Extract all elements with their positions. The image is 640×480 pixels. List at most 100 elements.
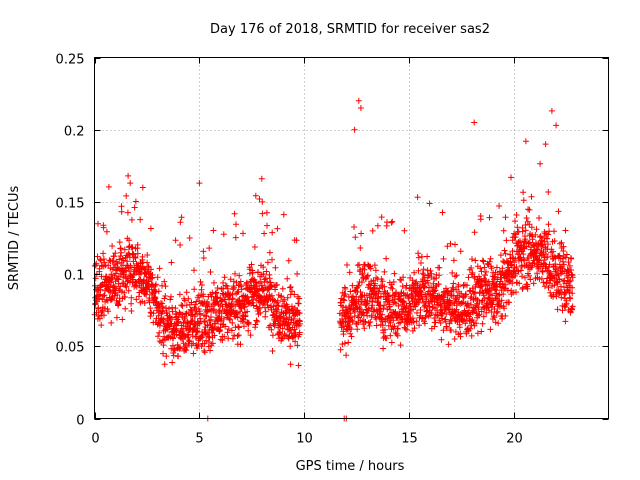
data-point [464,282,470,289]
data-point [127,180,134,187]
data-point [381,268,388,275]
data-point [192,301,199,308]
data-point [347,314,354,321]
data-point [517,237,523,244]
data-point [291,312,298,319]
data-point [114,275,121,282]
data-point [418,253,425,260]
data-point [287,361,294,368]
data-point [128,294,135,301]
data-point [262,313,269,320]
data-point [421,320,428,327]
data-point [237,341,244,348]
data-point [569,274,576,281]
data-point [236,272,243,279]
data-point [112,250,119,257]
data-point [240,316,247,323]
data-point [209,340,216,347]
data-point [383,255,390,262]
data-point [380,305,387,312]
data-point [536,215,542,221]
data-point [163,305,169,311]
data-point [205,301,212,307]
data-point [380,345,387,352]
data-point [497,252,504,259]
data-point [92,275,99,282]
y-tick-label: 0.05 [56,341,85,356]
data-point [469,256,475,263]
data-point [399,283,406,290]
data-point [424,253,431,260]
data-point [264,302,271,308]
data-point [168,293,174,300]
data-point [524,285,531,292]
data-point [431,298,438,305]
data-point [200,291,207,298]
axis-ticks [94,57,609,420]
data-point [528,193,535,200]
data-point [426,200,433,207]
data-point [389,218,396,225]
data-point [352,234,359,241]
data-point [263,268,270,275]
data-point [478,328,485,335]
data-point [95,313,102,319]
data-point [367,294,374,301]
data-point [221,333,228,340]
data-point [378,214,385,221]
data-point [372,280,379,287]
data-point [465,274,472,281]
data-point [356,305,363,311]
data-points [91,97,576,422]
data-point [567,295,574,302]
data-point [208,293,215,300]
data-point [200,248,207,255]
data-point [177,242,184,248]
data-point [474,330,481,337]
data-point [394,325,401,332]
data-point [130,272,137,279]
data-point [539,268,546,275]
data-point [522,222,529,228]
data-point [130,276,137,283]
data-point [117,283,124,290]
data-point [566,278,573,285]
data-point [141,300,148,306]
data-point [500,227,507,234]
data-point [254,318,261,325]
data-point [161,278,168,285]
data-point [161,319,167,325]
data-point [98,309,105,316]
data-point [284,275,291,282]
data-point [261,230,268,237]
data-point [520,251,527,258]
data-point [231,284,237,291]
data-point [415,267,422,274]
data-point [443,325,450,331]
data-point [272,264,279,271]
data-point [374,295,381,302]
data-point [502,281,509,288]
data-point [114,292,121,298]
data-point [457,333,464,340]
data-point [471,119,478,126]
data-point [451,336,458,342]
data-point [187,325,194,332]
data-point [178,302,185,309]
data-point [553,266,560,273]
data-point [489,301,496,308]
y-tick-label: 0.1 [64,269,85,284]
data-point [440,255,447,262]
data-point [101,312,107,319]
data-point [236,282,243,288]
data-point [293,237,300,244]
data-point [161,361,168,368]
data-point [569,290,576,297]
data-point [482,272,488,279]
data-point [100,250,107,257]
data-point [455,281,462,288]
data-point [390,317,397,324]
data-point [277,330,284,336]
data-point [357,245,364,251]
data-point [185,295,192,302]
